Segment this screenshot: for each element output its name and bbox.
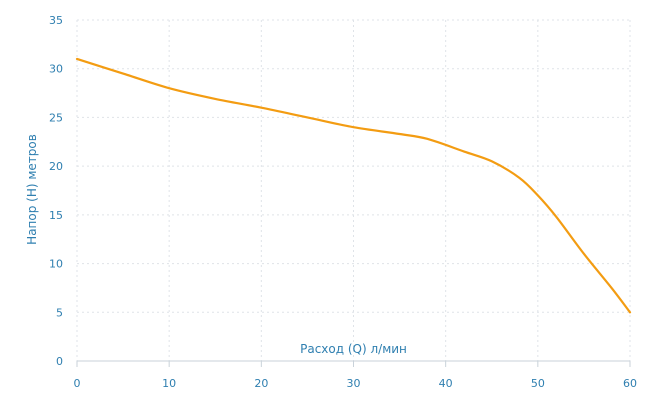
y-tick-label: 10 [49,258,63,271]
y-tick-label: 15 [49,209,63,222]
axes [76,360,631,367]
y-axis-title: Напор (H) метров [25,134,39,245]
y-tick-label: 20 [49,160,63,173]
y-tick-label: 25 [49,111,63,124]
y-tick-label: 5 [56,306,63,319]
series [75,57,632,314]
x-tick-label: 50 [531,377,545,390]
x-tick-label: 40 [439,377,453,390]
x-axis-title: Расход (Q) л/мин [300,342,407,356]
y-tick-label: 0 [56,355,63,368]
grid [76,19,631,361]
series-line [75,57,632,314]
x-tick-label: 30 [347,377,361,390]
x-tick-label: 0 [74,377,81,390]
y-tick-label: 30 [49,63,63,76]
x-tick-label: 20 [254,377,268,390]
tick-labels: 0 5 10 15 20 25 30 35 0 10 20 30 40 50 60 [49,14,637,390]
x-tick-label: 60 [623,377,637,390]
x-tick-label: 10 [162,377,176,390]
y-tick-label: 35 [49,14,63,27]
